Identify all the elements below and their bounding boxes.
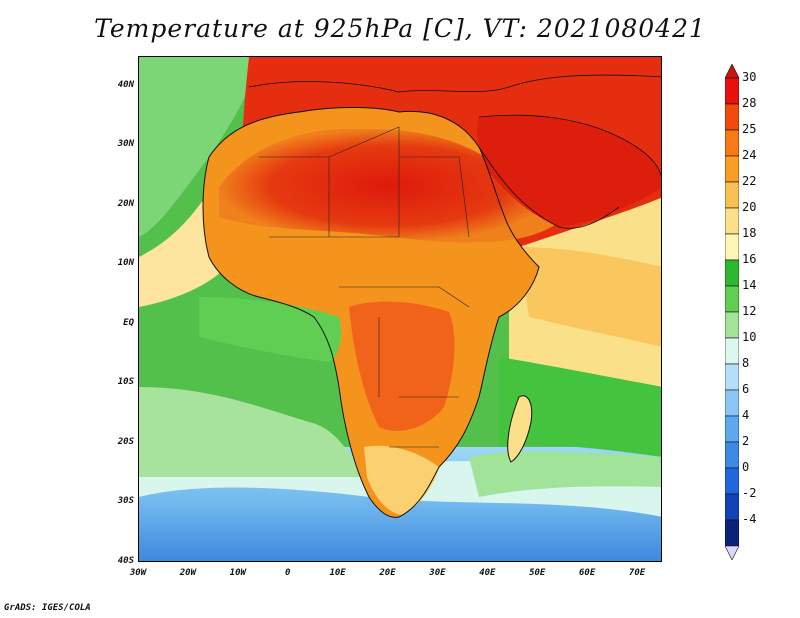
colorbar-swatch (725, 467, 739, 495)
colorbar-tick-label: 6 (742, 382, 750, 396)
lon-tick-label: 60E (579, 568, 596, 578)
colorbar-swatch (725, 389, 739, 417)
arabian-sea-yellow (519, 247, 661, 347)
lon-tick-label: 50E (529, 568, 546, 578)
colorbar-swatch (725, 259, 739, 287)
colorbar-swatch (725, 155, 739, 183)
colorbar-swatch (725, 519, 739, 547)
lon-tick-label: 70E (628, 568, 646, 578)
country-borders (259, 126, 470, 448)
lat-tick-label: 40S (117, 556, 134, 566)
colorbar-tick-label: 10 (742, 330, 757, 344)
lat-tick-label: 20N (117, 198, 134, 209)
indian-ocean-light-green (469, 451, 661, 497)
lat-tick-label: EQ (123, 317, 134, 328)
colorbar-tick-label: 30 (742, 70, 757, 84)
colorbar-tick-label: 4 (742, 408, 750, 422)
colorbar-tick-label: 18 (742, 226, 757, 240)
colorbar-tick-label: 0 (742, 460, 750, 474)
colorbar-bottom-arrow (725, 545, 739, 560)
colorbar-tick-label: 28 (742, 96, 757, 110)
colorbar-swatch (725, 285, 739, 313)
lat-tick-label: 20S (117, 436, 134, 447)
lon-tick-label: 30E (429, 568, 446, 578)
mediterranean-coast (248, 74, 661, 93)
gulf-of-guinea-cool (199, 297, 341, 362)
colorbar-tick-label: 8 (742, 356, 750, 370)
lon-tick-label: 10E (329, 568, 346, 578)
colorbar-tick-label: 2 (742, 434, 750, 448)
lon-tick-label: 0 (284, 568, 291, 578)
grads-credit: GrADS: IGES/COLA (4, 603, 91, 613)
colorbar-tick-label: 16 (742, 252, 757, 266)
colorbar-tick-label: 14 (742, 278, 757, 292)
africa-coastline (202, 106, 540, 518)
lat-tick-label: 40N (117, 79, 134, 90)
colorbar-tick-label: -4 (742, 512, 757, 526)
central-africa-warm (349, 301, 455, 431)
madagascar (507, 395, 533, 463)
lon-tick-label: 30W (129, 568, 147, 578)
colorbar-tick-label: -2 (742, 486, 757, 500)
colorbar-swatch (725, 441, 739, 469)
south-atlantic-light-green (139, 387, 369, 477)
page-title: Temperature at 925hPa [C], VT: 202108042… (94, 14, 706, 43)
colorbar-tick-label: 24 (742, 148, 757, 162)
colorbar-swatch (725, 129, 739, 157)
colorbar-swatch (725, 493, 739, 521)
colorbar-swatch (725, 181, 739, 209)
colorbar (725, 64, 739, 560)
lat-tick-label: 10S (117, 377, 134, 388)
arabia-hot-core (477, 115, 661, 227)
indian-ocean-green (499, 357, 661, 457)
colorbar-tick-label: 20 (742, 200, 757, 214)
colorbar-swatch (725, 363, 739, 391)
colorbar-swatch (725, 415, 739, 443)
colorbar-tick-label: 12 (742, 304, 757, 318)
lat-tick-label: 10N (117, 258, 134, 269)
colorbar-tick-label: 25 (742, 122, 757, 136)
southern-africa-interior (364, 445, 439, 515)
colorbar-top-arrow (725, 64, 739, 79)
colorbar-swatch (725, 77, 739, 105)
colorbar-swatch (725, 103, 739, 131)
north-atlantic-light-green (139, 57, 259, 237)
colorbar-tick-label: 22 (742, 174, 757, 188)
lon-tick-label: 10W (229, 568, 246, 578)
colorbar-swatch (725, 337, 739, 365)
temperature-map (138, 56, 662, 562)
colorbar-swatch (725, 311, 739, 339)
lat-tick-label: 30N (117, 139, 134, 150)
lon-tick-label: 20W (179, 568, 197, 578)
colorbar-swatch (725, 207, 739, 235)
lon-tick-label: 20E (379, 568, 396, 578)
colorbar-swatch (725, 233, 739, 261)
lat-tick-label: 30S (117, 496, 134, 507)
arabian-peninsula-coast (478, 114, 661, 229)
lon-tick-label: 40E (479, 568, 496, 578)
